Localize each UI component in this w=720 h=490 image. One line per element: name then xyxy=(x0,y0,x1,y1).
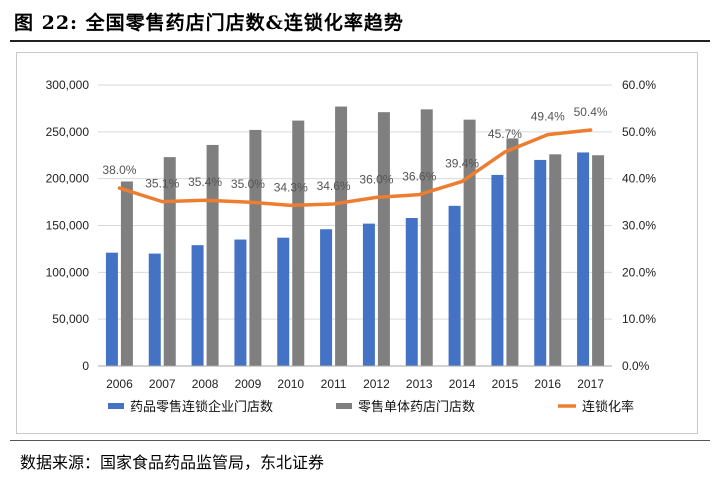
rate-line xyxy=(117,128,593,208)
bar-chain-stores xyxy=(448,205,461,366)
bars xyxy=(105,106,605,367)
bar-chain-stores xyxy=(534,159,547,366)
bar-single-stores xyxy=(592,155,605,366)
bar-chain-stores xyxy=(191,245,204,366)
bar-single-stores xyxy=(549,154,562,366)
data-labels: 38.0% 35.1% 35.4% 35.0% 34.3% 34.6% 36.0% 36.6%… xyxy=(102,105,608,194)
y-right-tick-label: 60.0% xyxy=(622,78,656,92)
bar-single-stores xyxy=(335,106,348,366)
bar-single-stores xyxy=(249,129,262,366)
bar-chain-stores xyxy=(105,252,118,366)
bar-single-stores xyxy=(506,138,519,366)
bar-chain-stores xyxy=(148,253,161,366)
rate-data-label: 36.6% xyxy=(402,170,436,184)
bar-single-stores xyxy=(163,157,176,366)
bottom-rule xyxy=(10,440,710,441)
legend-label-single: 零售单体药店门店数 xyxy=(358,399,475,414)
bar-chain-stores xyxy=(577,152,590,366)
legend-label-rate: 连锁化率 xyxy=(582,399,634,414)
x-tick-label: 2012 xyxy=(363,377,390,391)
y-left-tick-label: 50,000 xyxy=(52,312,89,326)
bar-single-stores xyxy=(120,181,133,366)
bar-chain-stores xyxy=(491,174,504,366)
y-left-tick-label: 300,000 xyxy=(46,78,90,92)
rate-data-label: 38.0% xyxy=(102,163,136,177)
figure-title: 图 22: 全国零售药店门店数&连锁化率趋势 xyxy=(14,12,404,34)
x-tick-label: 2011 xyxy=(321,377,347,391)
rate-data-label: 35.0% xyxy=(231,177,265,191)
rate-data-label: 50.4% xyxy=(574,105,608,119)
y-right-tick-label: 50.0% xyxy=(622,125,656,139)
x-tick-label: 2016 xyxy=(534,377,561,391)
source-note: 数据来源：国家食品药品监管局，东北证券 xyxy=(20,453,325,472)
y-right-tick-label: 20.0% xyxy=(622,265,656,279)
x-tick-label: 2013 xyxy=(406,377,433,391)
rate-data-label: 49.4% xyxy=(531,110,565,124)
x-tick-label: 2017 xyxy=(577,377,604,391)
bar-chain-stores xyxy=(320,229,333,366)
bar-single-stores xyxy=(377,112,390,366)
legend-swatch-chain xyxy=(108,403,124,409)
chart: 0 0.0% 50,000 10.0% 100,000 20.0% 150,000 30.0%… xyxy=(46,78,657,414)
rate-data-label: 35.4% xyxy=(188,175,222,189)
y-left-tick-label: 200,000 xyxy=(46,172,90,186)
bar-chain-stores xyxy=(234,239,247,366)
chart-frame xyxy=(16,52,698,434)
x-tick-label: 2008 xyxy=(192,377,219,391)
y-right-tick-label: 30.0% xyxy=(622,219,656,233)
rate-data-label: 36.0% xyxy=(359,172,393,186)
rate-data-label: 34.6% xyxy=(317,179,351,193)
y-right-tick-label: 10.0% xyxy=(622,312,656,326)
legend: 药品零售连锁企业门店数 零售单体药店门店数 连锁化率 xyxy=(108,399,634,414)
axes: 0 0.0% 50,000 10.0% 100,000 20.0% 150,000 30.0%… xyxy=(46,78,657,391)
rate-data-label: 39.4% xyxy=(445,156,479,170)
x-tick-label: 2007 xyxy=(149,377,176,391)
bar-single-stores xyxy=(463,119,476,366)
rate-data-label: 35.1% xyxy=(145,177,179,191)
y-left-tick-label: 0 xyxy=(82,359,89,373)
bar-single-stores xyxy=(420,109,433,366)
rate-line-path xyxy=(117,128,593,208)
rate-data-label: 45.7% xyxy=(488,127,522,141)
gridlines xyxy=(98,84,612,320)
legend-label-chain: 药品零售连锁企业门店数 xyxy=(130,399,273,414)
y-right-tick-label: 0.0% xyxy=(622,359,650,373)
rate-data-label: 34.3% xyxy=(274,180,308,194)
x-tick-label: 2006 xyxy=(106,377,133,391)
y-left-tick-label: 250,000 xyxy=(46,125,90,139)
x-tick-label: 2015 xyxy=(492,377,519,391)
x-tick-label: 2010 xyxy=(277,377,304,391)
y-left-tick-label: 100,000 xyxy=(46,265,90,279)
bar-chain-stores xyxy=(362,223,375,366)
y-left-tick-label: 150,000 xyxy=(46,219,90,233)
y-right-tick-label: 40.0% xyxy=(622,172,656,186)
bar-chain-stores xyxy=(405,218,418,366)
x-tick-label: 2014 xyxy=(449,377,476,391)
legend-swatch-single xyxy=(336,403,352,409)
title-rule xyxy=(10,40,710,42)
x-tick-label: 2009 xyxy=(235,377,262,391)
bar-chain-stores xyxy=(277,237,290,366)
bar-single-stores xyxy=(292,120,305,367)
